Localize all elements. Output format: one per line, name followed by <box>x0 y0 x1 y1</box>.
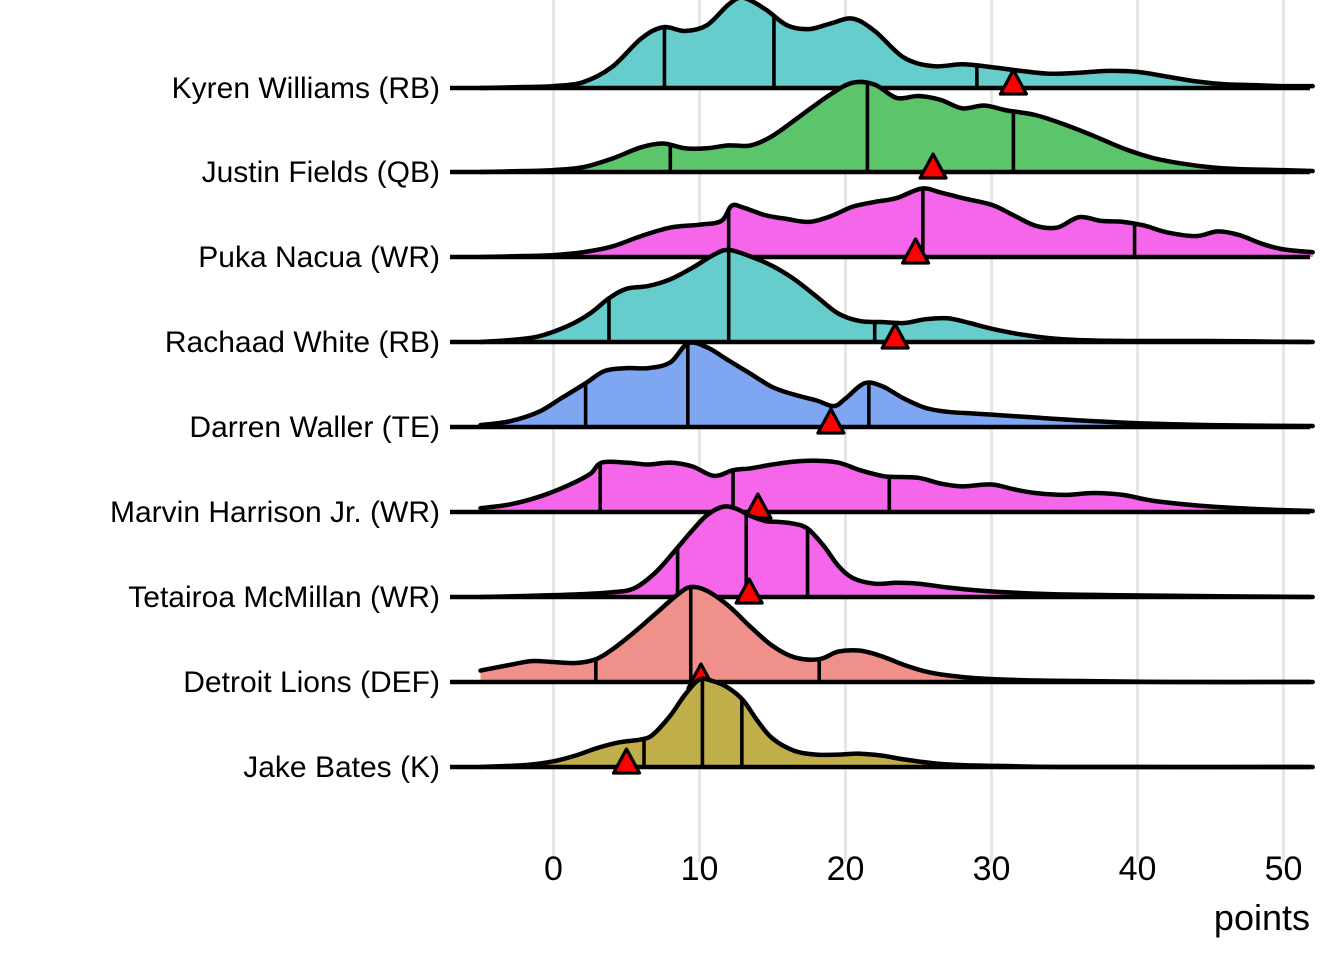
row-label-k-8: Jake Bates (K) <box>243 751 440 784</box>
density-area <box>480 0 1313 88</box>
density-area <box>480 249 1313 342</box>
ridge-row <box>450 0 1315 96</box>
ridge-row <box>450 79 1315 180</box>
ridge-row <box>450 676 1315 775</box>
projection-marker-triangle <box>880 322 910 350</box>
row-label-wr-2: Puka Nacua (WR) <box>198 241 440 274</box>
row-labels-group: Kyren Williams (RB) Justin Fields (QB) Puk… <box>110 72 440 784</box>
ridge-row <box>450 247 1315 350</box>
density-area <box>480 342 1313 427</box>
row-label-def-7: Detroit Lions (DEF) <box>183 666 440 699</box>
ridge-row <box>450 186 1315 265</box>
projection-marker-triangle <box>734 577 764 605</box>
row-label-rb-0: Kyren Williams (RB) <box>172 72 440 105</box>
x-axis-title: points <box>1214 897 1310 938</box>
row-label-rb-3: Rachaad White (RB) <box>165 326 440 359</box>
density-area <box>480 506 1313 597</box>
row-label-te-4: Darren Waller (TE) <box>189 411 440 444</box>
density-outline <box>478 676 1315 770</box>
projection-marker-triangle <box>918 152 948 180</box>
projection-marker-triangle <box>998 68 1028 96</box>
ridge-row <box>450 340 1315 435</box>
row-label-wr-5: Marvin Harrison Jr. (WR) <box>110 496 440 529</box>
density-outline <box>478 504 1315 600</box>
density-area <box>480 586 1313 683</box>
x-tick-label-0: 0 <box>544 850 563 888</box>
density-outline <box>478 186 1315 260</box>
density-outline <box>478 584 1315 685</box>
x-tick-label-50: 50 <box>1265 850 1303 888</box>
x-tick-label-30: 30 <box>973 850 1011 888</box>
row-label-qb-1: Justin Fields (QB) <box>202 156 440 189</box>
x-tick-label-40: 40 <box>1119 850 1157 888</box>
density-outline <box>478 79 1315 175</box>
density-outline <box>478 458 1315 514</box>
density-area <box>480 188 1313 257</box>
x-tick-label-20: 20 <box>827 850 865 888</box>
ridge-row <box>450 504 1315 605</box>
density-area <box>480 678 1313 768</box>
projection-marker-triangle <box>816 407 846 435</box>
density-outline <box>478 0 1315 91</box>
row-label-wr-6: Tetairoa McMillan (WR) <box>128 581 440 614</box>
projection-marker-triangle <box>900 237 931 265</box>
x-tick-label-10: 10 <box>681 850 719 888</box>
x-axis-group: 0 10 20 30 40 50 <box>544 820 1302 888</box>
ridge-row <box>450 584 1315 690</box>
density-outline <box>478 340 1315 429</box>
ridge-series-group <box>450 0 1315 775</box>
density-area <box>480 81 1313 172</box>
projection-marker-triangle <box>611 747 642 775</box>
ridge-row <box>450 458 1315 520</box>
density-area <box>480 460 1313 512</box>
